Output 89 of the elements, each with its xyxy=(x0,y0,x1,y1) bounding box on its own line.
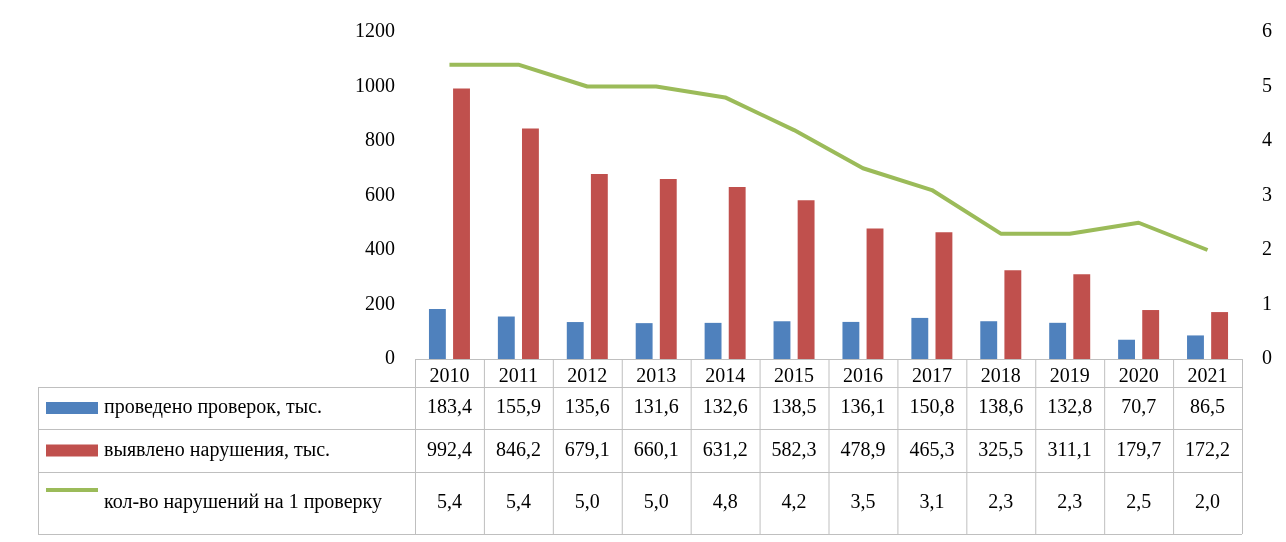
bar xyxy=(773,321,791,359)
data-label: 846,2 xyxy=(495,437,541,460)
y-tick-label: 0 xyxy=(385,346,395,369)
bar xyxy=(704,322,722,359)
y-tick-label: 200 xyxy=(365,291,395,314)
data-label: 325,5 xyxy=(978,437,1024,460)
x-tick-label: 2012 xyxy=(567,364,608,387)
x-tick-label: 2021 xyxy=(1187,364,1228,387)
bar xyxy=(1142,310,1160,359)
bar xyxy=(1211,312,1229,359)
bar xyxy=(980,321,998,359)
bar xyxy=(728,187,746,359)
y-tick-label: 1200 xyxy=(355,19,395,42)
bar xyxy=(453,88,470,359)
bar xyxy=(521,128,539,359)
data-label: 4,2 xyxy=(781,490,807,513)
y-tick-label: 400 xyxy=(365,237,395,260)
bar xyxy=(590,173,608,359)
y2-tick-label: 6 xyxy=(1262,19,1272,42)
data-label: 183,4 xyxy=(426,395,472,418)
bar xyxy=(842,321,860,359)
bar xyxy=(659,179,677,359)
legend-label: выявлено нарушения, тыс. xyxy=(104,437,331,461)
data-label: 4,8 xyxy=(712,490,738,513)
bar xyxy=(1049,322,1067,359)
y2-tick-label: 1 xyxy=(1262,291,1272,314)
bar xyxy=(428,309,446,359)
x-tick-label: 2014 xyxy=(705,364,746,387)
data-label: 155,9 xyxy=(495,395,541,418)
bar xyxy=(635,323,653,359)
data-label: 679,1 xyxy=(564,437,610,460)
x-tick-label: 2015 xyxy=(774,364,815,387)
data-label: 582,3 xyxy=(771,437,817,460)
data-label: 5,0 xyxy=(643,490,669,513)
bar xyxy=(566,322,584,359)
bar xyxy=(1187,335,1204,359)
data-label: 3,1 xyxy=(919,490,945,513)
data-label: 3,5 xyxy=(850,490,876,513)
data-label: 5,4 xyxy=(505,490,531,513)
y2-tick-label: 4 xyxy=(1262,128,1272,151)
x-tick-label: 2010 xyxy=(429,364,470,387)
data-label: 132,6 xyxy=(702,395,748,418)
x-tick-label: 2016 xyxy=(842,364,883,387)
data-label: 131,6 xyxy=(633,395,679,418)
data-label: 86,5 xyxy=(1190,395,1226,418)
data-label: 136,1 xyxy=(840,395,886,418)
data-label: 2,3 xyxy=(988,490,1014,513)
y-tick-label: 800 xyxy=(365,128,395,151)
bar xyxy=(497,316,515,359)
x-tick-label: 2020 xyxy=(1118,364,1159,387)
x-tick-label: 2013 xyxy=(636,364,677,387)
data-label: 478,9 xyxy=(840,437,886,460)
x-tick-label: 2011 xyxy=(498,364,539,387)
data-label: 70,7 xyxy=(1121,395,1157,418)
legend-label: кол-во нарушений на 1 проверку xyxy=(104,490,383,514)
data-label: 138,6 xyxy=(978,395,1024,418)
bar xyxy=(935,232,953,359)
data-label: 138,5 xyxy=(771,395,817,418)
data-label: 5,4 xyxy=(436,490,462,513)
bar xyxy=(911,317,929,359)
y2-tick-label: 5 xyxy=(1262,73,1272,96)
bar xyxy=(797,200,815,359)
data-label: 5,0 xyxy=(574,490,600,513)
legend-label: проведено проверок, тыс. xyxy=(104,395,323,419)
x-tick-label: 2017 xyxy=(911,364,952,387)
data-label: 992,4 xyxy=(426,437,472,460)
data-label: 311,1 xyxy=(1047,437,1092,460)
data-label: 2,0 xyxy=(1195,490,1221,513)
bar xyxy=(1073,274,1091,359)
data-label: 660,1 xyxy=(633,437,679,460)
y-tick-label: 1000 xyxy=(355,73,395,96)
data-label: 2,3 xyxy=(1057,490,1083,513)
data-label: 150,8 xyxy=(909,395,955,418)
data-label: 631,2 xyxy=(702,437,748,460)
bar xyxy=(1118,339,1136,359)
data-label: 172,2 xyxy=(1185,437,1231,460)
bar xyxy=(1004,270,1022,359)
y2-tick-label: 3 xyxy=(1262,182,1272,205)
data-label: 135,6 xyxy=(564,395,610,418)
y-tick-label: 600 xyxy=(365,182,395,205)
x-tick-label: 2019 xyxy=(1049,364,1090,387)
data-label: 2,5 xyxy=(1126,490,1152,513)
data-label: 465,3 xyxy=(909,437,955,460)
bar xyxy=(866,228,884,359)
data-label: 132,8 xyxy=(1047,395,1093,418)
x-tick-label: 2018 xyxy=(980,364,1021,387)
y2-tick-label: 2 xyxy=(1262,237,1272,260)
data-label: 179,7 xyxy=(1116,437,1162,460)
y2-tick-label: 0 xyxy=(1262,346,1272,369)
